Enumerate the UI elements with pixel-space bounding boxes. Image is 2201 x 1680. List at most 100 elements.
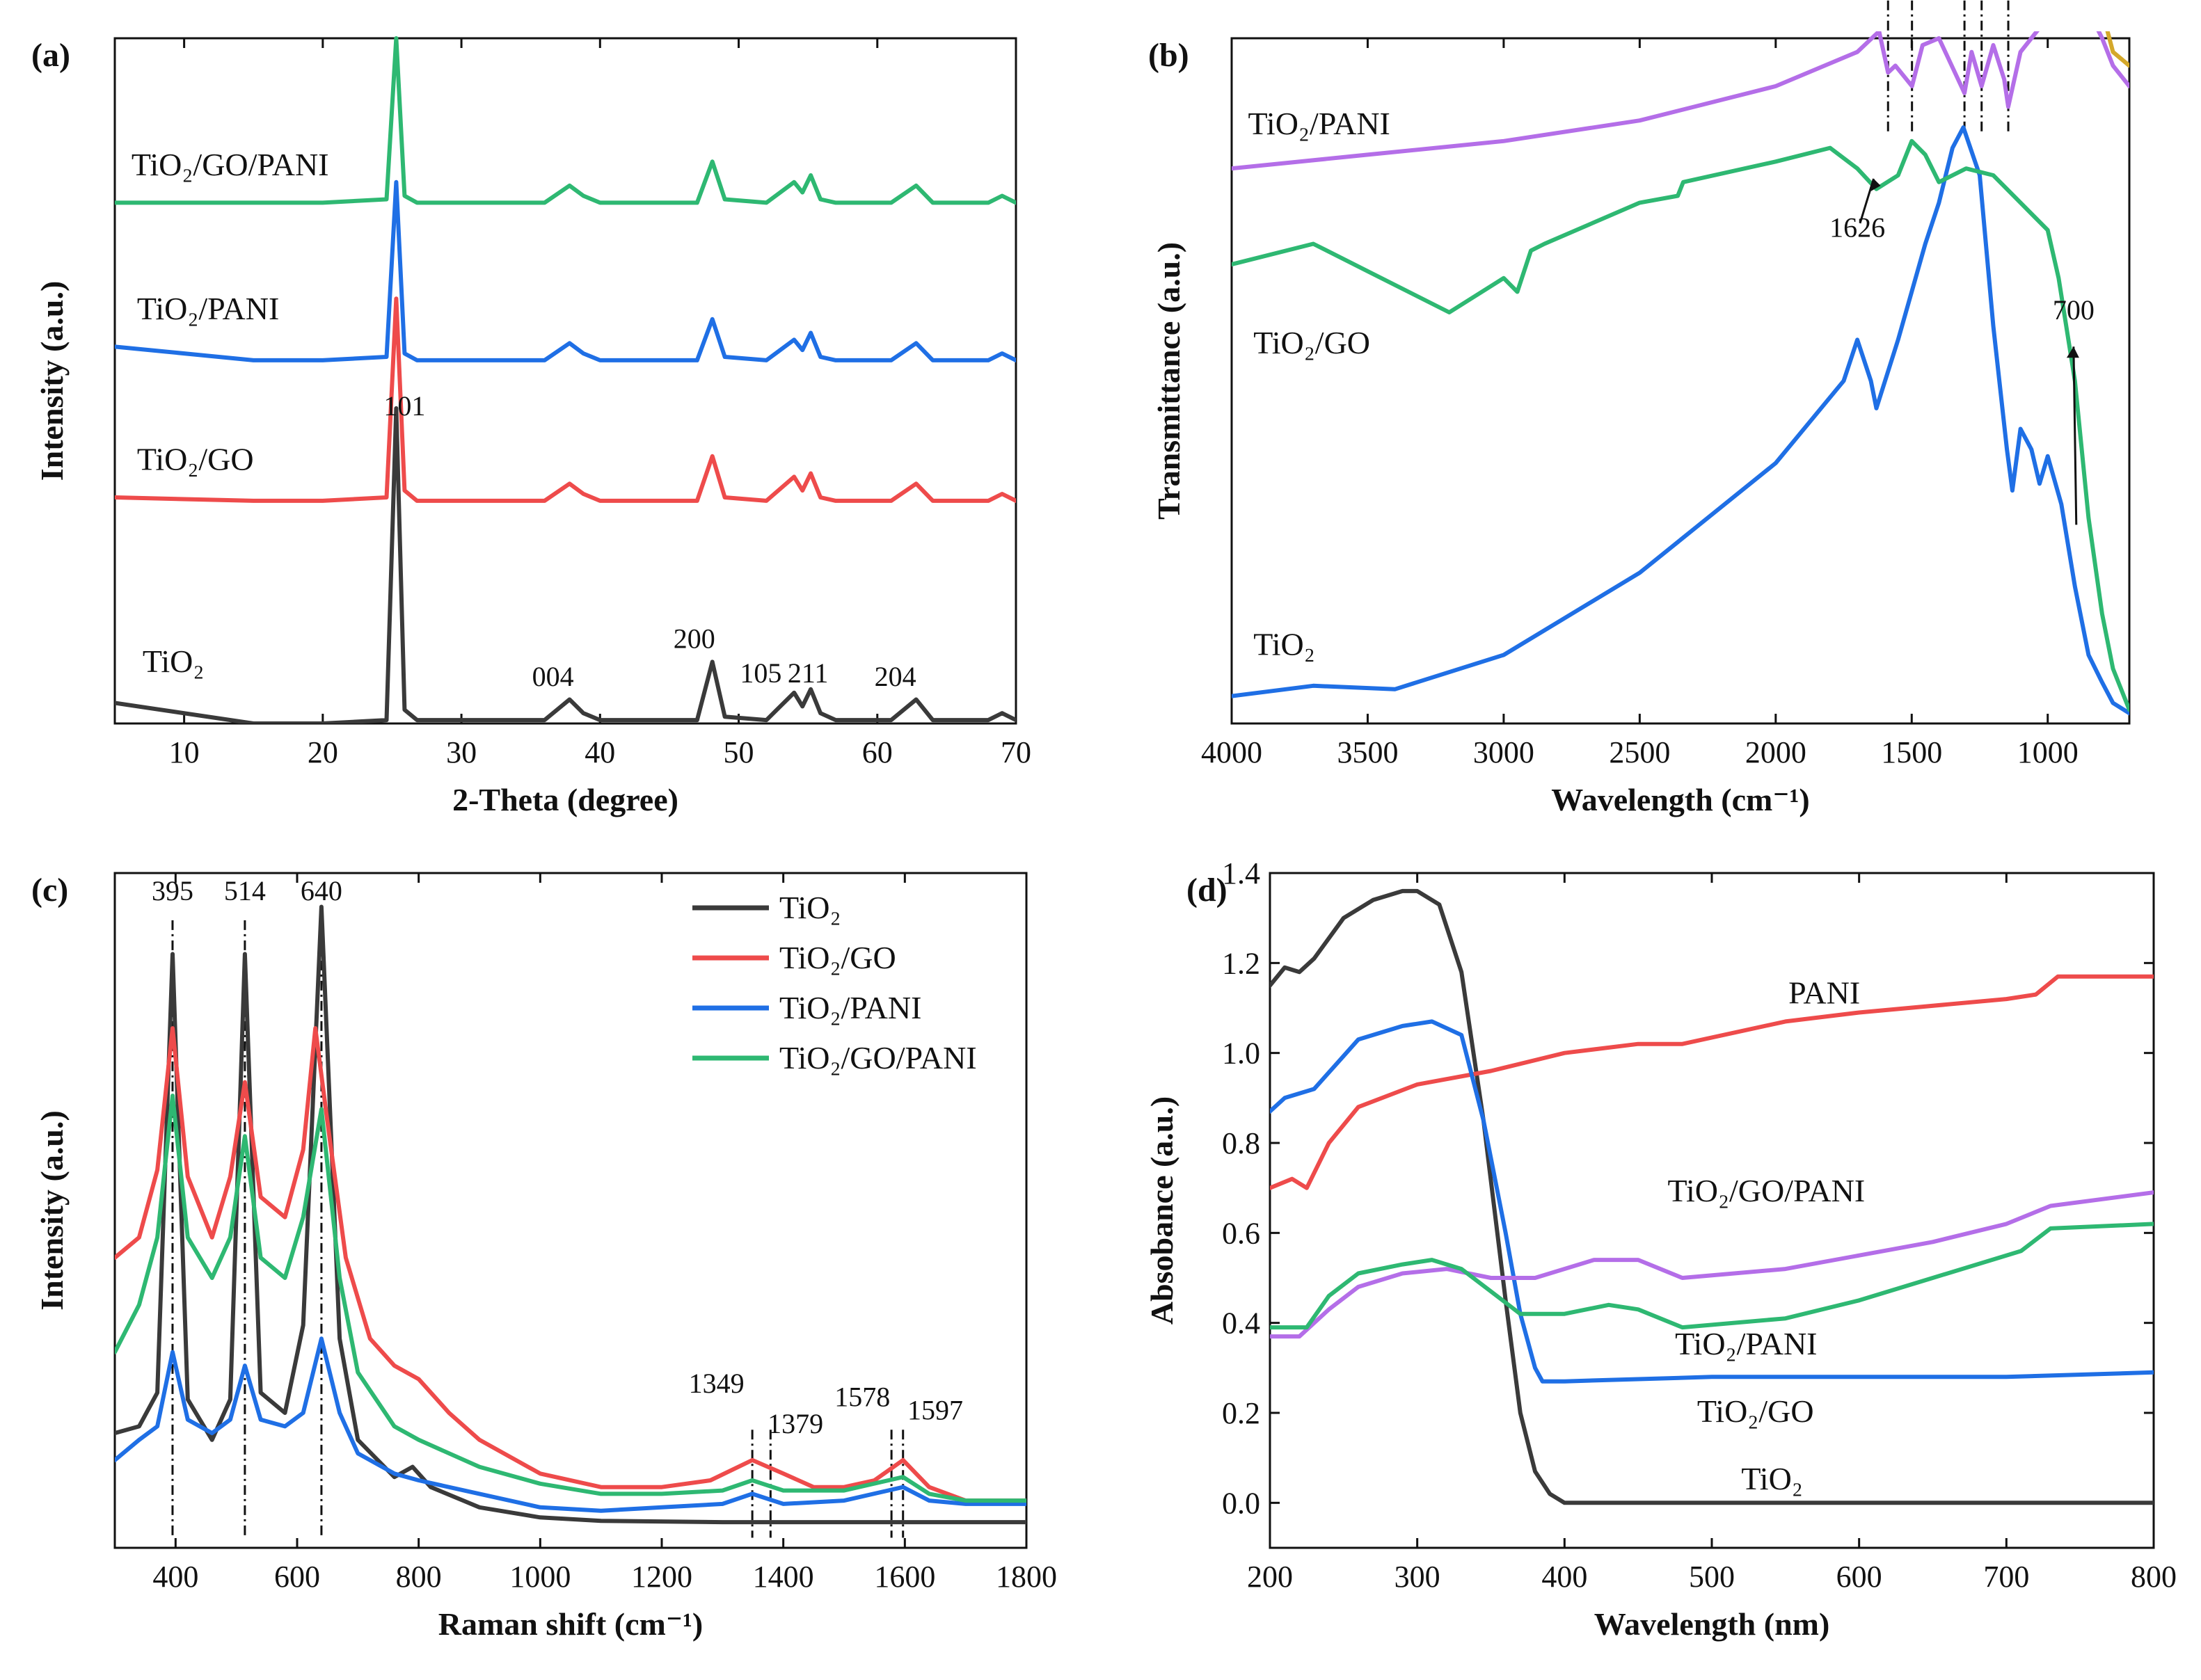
x-tick-label: 1600 [874,1560,935,1594]
series-line-tio- [1232,125,2129,716]
x-tick-label: 40 [585,735,615,769]
y-tick-label: 1.0 [1222,1037,1260,1071]
series-line-tio-go [1232,138,2129,712]
peak-annotation: 1626 [1829,212,1885,243]
x-tick-label: 600 [274,1560,320,1594]
series-line-tio-go [115,1026,1026,1503]
x-tick-label: 1500 [1881,735,1942,769]
x-tick-label: 1000 [2017,735,2079,769]
x-tick-label: 400 [1541,1560,1587,1594]
legend-label: TiO₂/GO [779,940,896,975]
series-line-tio- [115,904,1026,1525]
x-tick-label: 20 [308,735,338,769]
x-tick-label: 2000 [1745,735,1806,769]
x-tick-label: 200 [1247,1560,1293,1594]
panel-a: (a) 10 20 30 40 50 60 70 2-Theta (degree) Intensi… [31,36,1031,817]
x-tick-label: 1200 [631,1560,692,1594]
peak-annotation: 1379 [768,1408,823,1439]
peak-annotation: 700 [2053,294,2095,326]
arrow-700 [2072,346,2078,525]
curve-label: TiO₂ [143,643,205,679]
y-axis-label: Transmittance (a.u.) [1151,242,1186,520]
y-axis-label: Intensity (a.u.) [34,281,70,481]
x-tick-label: 500 [1689,1560,1735,1594]
curve-label: TiO₂/GO/PANI [132,147,329,182]
panel-label: (a) [31,37,70,74]
peak-annotation: 105 [740,657,781,689]
series-line-tio-pani [1232,31,2129,171]
series-group [115,36,1016,723]
curve-label: TiO₂/PANI [137,291,279,326]
x-tick-label: 1400 [753,1560,814,1594]
legend: TiO₂ TiO₂/GO TiO₂/PANI TiO₂/GO/PANI [692,890,977,1075]
x-tick-label: 3000 [1473,735,1534,769]
x-tick-label: 800 [2131,1560,2177,1594]
peak-annotation: 640 [301,875,342,906]
plot-frame [1230,37,2131,725]
peak-annotation: 200 [674,623,715,655]
x-tick-label: 1800 [996,1560,1057,1594]
y-tick-label: 0.2 [1222,1396,1260,1430]
series-line-tio-pani [115,179,1016,362]
series-line-tio-go [115,296,1016,503]
x-tick-label: 600 [1836,1560,1882,1594]
peak-annotation: 1578 [834,1381,890,1412]
x-tick-label: 70 [1001,735,1031,769]
legend-label: TiO₂ [779,890,841,925]
curve-label: TiO₂/GO [1253,325,1370,360]
peak-annotation: 101 [383,390,425,422]
arrow-head-700 [2066,346,2079,358]
y-axis-label: Intensity (a.u.) [34,1110,70,1311]
panel-label: (d) [1186,872,1227,909]
y-tick-label: 0.0 [1222,1486,1260,1520]
x-tick-label: 700 [1983,1560,2029,1594]
curve-label: TiO₂/GO [137,442,254,477]
peak-annotation: 204 [875,661,916,692]
x-tick-label: 1000 [509,1560,571,1594]
peak-annotation: 004 [532,661,574,692]
series-line-tio-pani [115,1336,1026,1513]
panel-b: (b) 4000 3500 3000 2500 2000 1500 1000 Wavelengt… [1148,0,2131,817]
curve-label: TiO₂ [1741,1461,1803,1496]
x-tick-label: 2500 [1609,735,1670,769]
panel-label: (c) [31,872,68,909]
x-tick-label: 800 [396,1560,442,1594]
arrow-1626 [1859,178,1875,224]
y-tick-label: 1.2 [1222,946,1260,980]
x-tick-label: 4000 [1201,735,1262,769]
arrow-head-1626 [1870,178,1881,191]
series-group [1270,888,2154,1505]
x-tick-label: 400 [152,1560,198,1594]
x-axis-label: 2-Theta (degree) [452,782,678,817]
curve-label: TiO₂ [1253,627,1315,662]
x-tick-label: 30 [446,735,477,769]
panel-d: (d) 200 300 400 500 600 700 800 0.0 0.2 0.4 0.6 0.8 1… [1144,856,2177,1642]
y-tick-label: 0.6 [1222,1216,1260,1250]
peak-annotation: 395 [152,875,193,906]
x-tick-label: 10 [169,735,200,769]
curve-label: TiO₂/PANI [1248,106,1390,141]
x-tick-label: 3500 [1337,735,1398,769]
series-line-tio-go-pani [115,1094,1026,1503]
y-axis-label: Absobance (a.u.) [1144,1096,1179,1325]
curve-label: TiO₂/PANI [1675,1326,1817,1361]
legend-label: TiO₂/GO/PANI [779,1040,977,1075]
series-line-pani [1270,974,2154,1190]
x-tick-label: 300 [1395,1560,1440,1594]
x-axis-label: Wavelength (nm) [1594,1606,1830,1642]
panel-c: (c) 400 600 800 1000 1200 1400 1600 1800 Raman sh… [31,872,1057,1642]
series-line-tio-pani [1270,1019,2154,1384]
x-tick-label: 50 [724,735,754,769]
series-line-tio-go [1270,1222,2154,1330]
peak-annotation: 514 [224,875,266,906]
y-tick-label: 0.8 [1222,1126,1260,1160]
series-line-tio- [115,406,1016,723]
peak-annotation: 211 [788,657,829,689]
curve-label: TiO₂/GO/PANI [1668,1173,1866,1208]
series-group [115,904,1026,1525]
curve-label: TiO₂/GO [1697,1393,1814,1429]
peak-annotation: 1597 [907,1395,963,1426]
y-tick-label: 1.4 [1222,856,1260,890]
y-tick-label: 0.4 [1222,1306,1260,1341]
